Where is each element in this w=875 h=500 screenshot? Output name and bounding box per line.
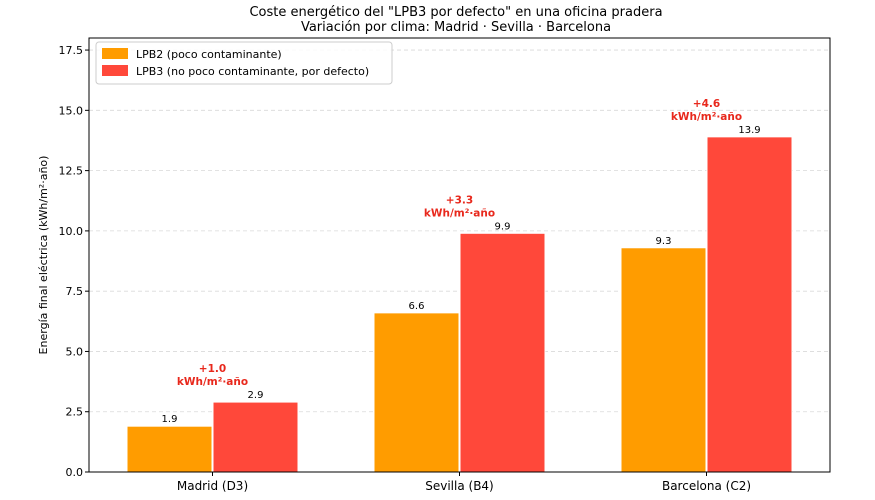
bar-value-label: 2.9 xyxy=(248,390,264,401)
legend-box xyxy=(95,41,393,85)
bar xyxy=(459,232,546,473)
y-axis-ticks: 0.0 2.5 5.0 7.5 10.0 12.5 15.0 17.5 xyxy=(59,44,89,479)
delta-annotation-value: +4.6 xyxy=(693,98,720,110)
delta-annotation-unit: kWh/m²·año xyxy=(671,111,742,123)
y-tick-label: 12.5 xyxy=(59,165,84,178)
chart-subtitle: Variación por clima: Madrid · Sevilla · … xyxy=(301,20,611,35)
y-tick-label: 7.5 xyxy=(66,285,84,298)
legend: LPB2 (poco contaminante) LPB3 (no poco co… xyxy=(95,41,393,85)
x-axis-ticks: Madrid (D3) Sevilla (B4) Barcelona (C2) xyxy=(177,472,751,493)
bar-labels: 1.92.9+1.0kWh/m²·año6.69.9+3.3kWh/m²·año… xyxy=(162,98,761,425)
bar xyxy=(620,247,707,473)
y-axis-label: Energía final eléctrica (kWh/m²·año) xyxy=(37,156,50,355)
y-tick-label: 5.0 xyxy=(66,345,84,358)
bars xyxy=(126,136,793,473)
delta-annotation-unit: kWh/m²·año xyxy=(177,376,248,388)
bar xyxy=(126,425,213,473)
delta-annotation-unit: kWh/m²·año xyxy=(424,207,495,219)
y-tick-label: 10.0 xyxy=(59,225,84,238)
bar xyxy=(212,401,299,473)
bar-value-label: 9.9 xyxy=(495,221,511,232)
legend-swatch xyxy=(102,48,128,59)
bar-value-label: 1.9 xyxy=(162,414,178,425)
y-tick-label: 0.0 xyxy=(66,466,84,479)
y-tick-label: 15.0 xyxy=(59,104,84,117)
delta-annotation-value: +1.0 xyxy=(199,363,226,375)
legend-label: LPB3 (no poco contaminante, por defecto) xyxy=(136,65,369,78)
y-tick-label: 17.5 xyxy=(59,44,84,57)
legend-label: LPB2 (poco contaminante) xyxy=(136,48,282,61)
bar xyxy=(706,136,793,473)
x-tick-label: Sevilla (B4) xyxy=(425,479,494,493)
bar xyxy=(373,312,460,473)
y-tick-label: 2.5 xyxy=(66,406,84,419)
legend-swatch xyxy=(102,65,128,76)
bar-value-label: 13.9 xyxy=(738,125,760,136)
chart-title: Coste energético del "LPB3 por defecto" … xyxy=(249,5,662,20)
bar-value-label: 6.6 xyxy=(409,301,425,312)
x-tick-label: Barcelona (C2) xyxy=(662,479,751,493)
bar-value-label: 9.3 xyxy=(656,236,672,247)
x-tick-label: Madrid (D3) xyxy=(177,479,248,493)
delta-annotation-value: +3.3 xyxy=(446,194,473,206)
